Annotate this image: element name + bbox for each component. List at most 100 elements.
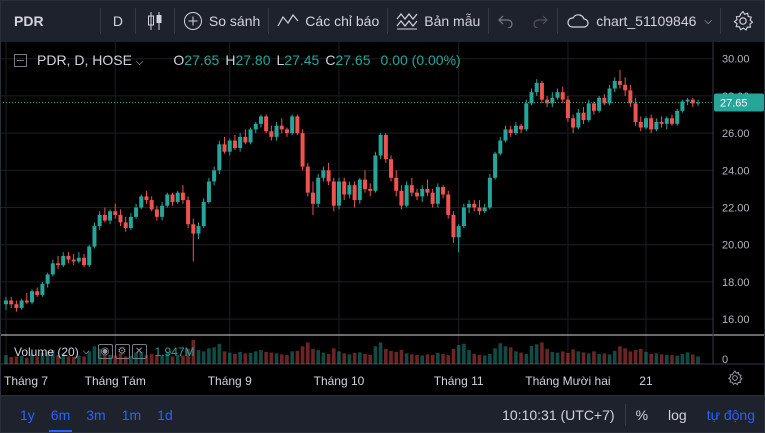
volume-bar (191, 340, 196, 364)
price-tick-label: 24.00 (722, 165, 750, 177)
candle-body (456, 226, 461, 238)
volume-bar (498, 343, 503, 364)
last-price-label: 27.65 (720, 97, 748, 109)
price-chart[interactable]: 30.0028.0026.0024.0022.0020.0018.0016.00… (0, 42, 765, 395)
settings-icon[interactable]: ⚙ (114, 344, 130, 359)
volume-bar (441, 353, 445, 364)
layout-name: chart_51109846 (596, 13, 697, 29)
volume-bar (664, 354, 669, 364)
volume-bar (316, 350, 320, 364)
volume-bar (279, 354, 284, 364)
time-tick-label: Tháng Mười hai (525, 374, 610, 388)
candle-body (336, 181, 341, 206)
volume-bar (524, 353, 529, 364)
range-button[interactable]: 1d (157, 407, 173, 423)
range-button[interactable]: 3m (86, 407, 106, 423)
percent-toggle[interactable]: % (635, 407, 649, 423)
chart-type-button[interactable] (136, 0, 174, 42)
volume-bar (186, 348, 190, 364)
candle-body (643, 118, 648, 128)
volume-bar (201, 351, 206, 364)
redo-button[interactable] (523, 0, 557, 42)
time-tick-label: 21 (639, 374, 653, 388)
candle-body (76, 257, 81, 262)
candle-body (690, 99, 695, 104)
candle-body (576, 112, 581, 128)
range-button[interactable]: 1y (20, 407, 35, 423)
volume-bar (311, 348, 315, 364)
time-axis-settings-button[interactable] (727, 370, 743, 391)
time-tick-label: Tháng Tám (85, 374, 146, 388)
undo-button[interactable] (489, 0, 523, 42)
volume-bar (472, 353, 477, 364)
candle-body (399, 190, 404, 206)
candle-body (154, 209, 159, 217)
close-icon[interactable]: ✕ (131, 344, 147, 359)
toolbar-divider (720, 8, 722, 34)
candle-body (206, 181, 211, 202)
candle-body (534, 82, 539, 93)
volume-bar (482, 355, 487, 364)
layout-save-button[interactable]: chart_51109846 ⌵ (558, 0, 720, 42)
toolbar-divider (268, 8, 270, 34)
templates-button[interactable]: Bản mẫu (388, 0, 488, 42)
candle-body (612, 81, 617, 89)
log-toggle[interactable]: log (668, 407, 687, 423)
volume-bar (92, 346, 97, 364)
candle-body (258, 116, 263, 124)
candle-body (441, 187, 446, 195)
bottom-toolbar: 1y 6m 3m 1m 1d 10:10:31 (UTC+7) % log tự… (0, 395, 765, 433)
volume-bar (420, 355, 425, 364)
volume-bar (436, 352, 440, 364)
range-button[interactable]: 1m (121, 407, 142, 423)
legend-title[interactable]: PDR, D, HOSE ⌵ (37, 52, 143, 68)
candle-body (290, 116, 295, 134)
candle-body (232, 140, 237, 149)
volume-bar (253, 351, 258, 364)
eye-icon[interactable]: ◉ (97, 344, 113, 359)
timezone-clock[interactable]: 10:10:31 (UTC+7) (502, 407, 615, 423)
compare-button[interactable]: So sánh (175, 0, 268, 42)
candle-body (191, 224, 196, 234)
volume-bar (654, 353, 659, 364)
time-tick-label: Tháng 7 (4, 374, 48, 388)
range-button-active[interactable]: 6m (43, 407, 78, 432)
candle-body (284, 129, 289, 134)
volume-bar (269, 352, 274, 364)
volume-bar (45, 351, 50, 364)
volume-bar (566, 352, 570, 364)
volume-bar (363, 353, 367, 364)
candle-body (550, 97, 555, 104)
volume-bar (331, 348, 336, 364)
gear-icon (733, 10, 754, 31)
candle-body (24, 300, 29, 303)
candle-body (113, 211, 118, 215)
volume-bar (337, 351, 341, 364)
auto-scale-toggle[interactable]: tự động (706, 407, 755, 423)
volume-bar (305, 342, 310, 364)
candle-body (14, 304, 19, 308)
volume-bar (467, 350, 471, 364)
volume-label[interactable]: Volume (20) (14, 344, 79, 359)
toolbar-divider (557, 8, 559, 34)
volume-bar (123, 356, 128, 364)
chart-settings-button[interactable] (721, 0, 765, 42)
volume-bar (462, 343, 466, 364)
candle-body (269, 131, 274, 137)
volume-bar (680, 353, 685, 364)
volume-bar (592, 351, 596, 364)
open-label: O (173, 52, 185, 68)
interval-button[interactable]: D (101, 0, 135, 42)
volume-bar (82, 356, 86, 364)
candle-body (461, 207, 466, 227)
indicators-button[interactable]: Các chỉ báo (269, 0, 387, 42)
collapse-legend-icon[interactable] (14, 53, 27, 67)
symbol-search-button[interactable]: PDR (0, 0, 100, 42)
candle-body (19, 300, 24, 308)
volume-bar (368, 354, 373, 364)
candle-body (331, 181, 336, 206)
price-tick-label: 26.00 (722, 128, 750, 140)
volume-bar (144, 354, 149, 364)
candle-body (123, 222, 128, 228)
